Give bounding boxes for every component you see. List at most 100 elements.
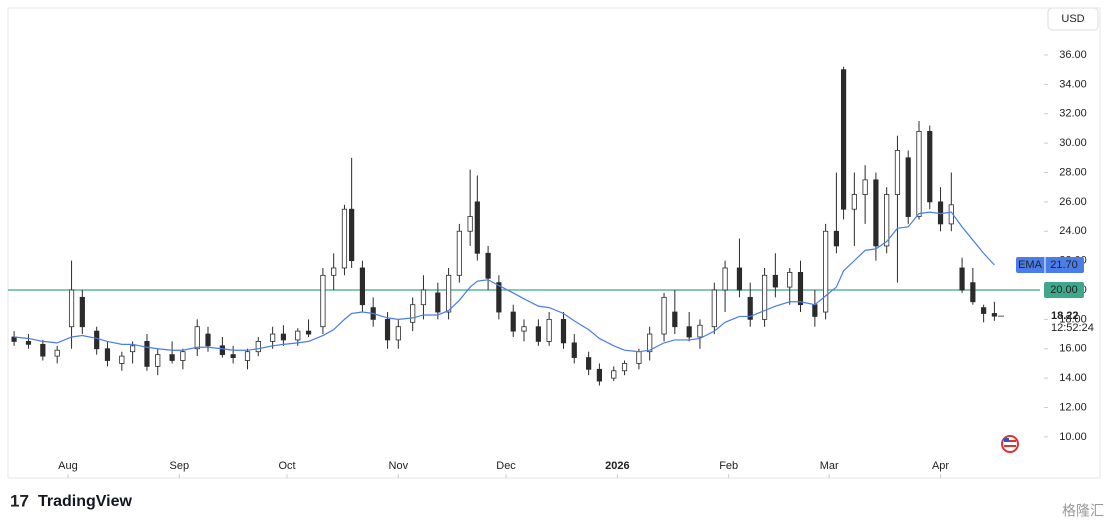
candle-body (295, 330, 301, 341)
candle-body (94, 330, 100, 350)
candle-body (884, 194, 890, 247)
flag-icon (1001, 435, 1019, 453)
candle-body (916, 130, 922, 217)
candle-body (535, 326, 541, 342)
candle-body (11, 336, 17, 342)
y-tick-label: 24.00 (1059, 225, 1087, 237)
candle-body (79, 296, 85, 328)
candle-body (621, 363, 628, 372)
candle-body (647, 333, 653, 353)
candle-body (711, 289, 717, 328)
candle-body (560, 318, 567, 344)
candle-body (384, 318, 391, 341)
candle-body (130, 345, 136, 353)
candle-body (510, 311, 516, 332)
candle-body (611, 370, 617, 379)
hline-badge (1044, 282, 1084, 298)
candle-body (331, 267, 337, 276)
y-tick-label: 30.00 (1059, 137, 1087, 149)
candle-body (722, 267, 728, 291)
candle-body (54, 349, 60, 357)
candle-body (169, 354, 175, 361)
watermark: 格隆汇 (1062, 503, 1104, 519)
candle-body (546, 318, 552, 342)
currency[interactable]: USD (1061, 13, 1084, 25)
candle-body (205, 333, 211, 347)
candle-body (485, 252, 491, 279)
y-tick-label: 12.00 (1059, 401, 1087, 413)
logo-mark: 17 (10, 491, 29, 510)
candle-body (970, 282, 976, 303)
ema-name: EMA (1018, 259, 1043, 271)
candle-body (320, 274, 326, 328)
candle-body (521, 326, 527, 332)
candle-body (180, 351, 186, 361)
candle-body (747, 296, 753, 320)
candle-body (467, 216, 473, 232)
candle-body (155, 354, 161, 367)
candle-body (586, 357, 592, 370)
y-tick-label: 14.00 (1059, 372, 1087, 384)
countdown: 12:52:24 (1051, 322, 1094, 334)
candle-body (341, 208, 348, 269)
ema-line (14, 211, 995, 353)
x-tick-label: Apr (932, 460, 949, 472)
y-tick-label: 10.00 (1059, 431, 1087, 443)
y-tick-label: 34.00 (1059, 78, 1087, 90)
candle-body (772, 274, 778, 288)
x-tick-label: Sep (169, 460, 189, 472)
candle-body (40, 343, 46, 357)
y-tick-label: 32.00 (1059, 108, 1087, 120)
candle-body (456, 230, 462, 276)
candle-body (194, 326, 200, 350)
logo: 17 TradingView (10, 491, 133, 510)
candle-body (894, 150, 901, 195)
candle-body (420, 289, 427, 306)
candle-body (280, 333, 287, 341)
candle-body (474, 201, 480, 254)
candle-body (927, 130, 933, 203)
candle-body (991, 313, 997, 317)
candle-body (697, 324, 703, 338)
candle-body (119, 355, 125, 364)
y-tick-label: 18.00 (1059, 313, 1087, 325)
candle-body (395, 326, 401, 341)
candle-body (661, 296, 667, 335)
candle-body (823, 230, 829, 313)
y-tick-label: 28.00 (1059, 166, 1087, 178)
candle-body (230, 354, 236, 358)
candle-body (636, 351, 642, 364)
candle-body (68, 289, 75, 328)
x-tick-label: Feb (719, 460, 738, 472)
x-tick-label: Nov (389, 460, 409, 472)
currency-button[interactable] (1047, 7, 1099, 31)
candle-body (862, 179, 868, 195)
candle-body (596, 368, 603, 382)
candle-body (797, 271, 804, 306)
last-price: 18.22 (1051, 310, 1079, 322)
candle-body (445, 274, 452, 313)
candle-body (25, 341, 32, 345)
x-tick-label: Aug (58, 460, 78, 472)
candle-body (219, 345, 225, 356)
candle-body (812, 304, 818, 317)
candle-body (349, 208, 355, 262)
ema-badge (1016, 257, 1084, 274)
x-tick-label: 2026 (605, 460, 629, 472)
candle-body (255, 341, 261, 353)
candle-body (244, 351, 251, 361)
candle-body (981, 307, 987, 314)
candle-body (833, 230, 840, 247)
y-tick-label: 16.00 (1059, 343, 1087, 355)
candle-body (851, 194, 857, 210)
y-tick-label: 26.00 (1059, 196, 1087, 208)
candle-body (270, 333, 276, 342)
hline-label: 20.00 (1050, 284, 1078, 296)
candle-body (571, 342, 577, 358)
candle-body (496, 282, 502, 313)
candle-body (305, 330, 312, 335)
x-tick-label: Dec (496, 460, 516, 472)
candle-body (905, 157, 911, 217)
candle-body (761, 274, 768, 320)
